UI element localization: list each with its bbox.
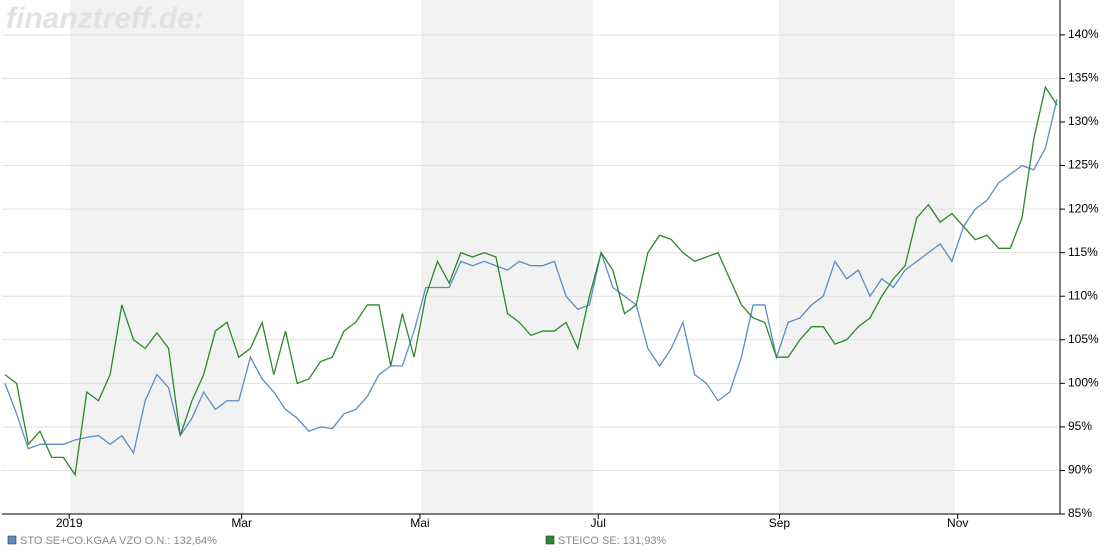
y-tick-label: 115% <box>1068 245 1098 259</box>
y-tick-label: 85% <box>1068 506 1092 520</box>
y-tick-label: 125% <box>1068 158 1099 172</box>
y-tick-label: 100% <box>1068 375 1099 389</box>
watermark: finanztreff.de: <box>6 2 204 35</box>
month-band <box>421 0 593 514</box>
y-tick-label: 140% <box>1068 27 1099 41</box>
x-tick-label: Mar <box>231 516 252 530</box>
x-tick-label: Sep <box>769 516 791 530</box>
x-tick-label: 2019 <box>56 516 83 530</box>
month-band <box>779 0 955 514</box>
x-tick-label: Jul <box>591 516 606 530</box>
y-tick-label: 135% <box>1068 71 1099 85</box>
y-tick-label: 95% <box>1068 419 1092 433</box>
y-tick-label: 105% <box>1068 332 1099 346</box>
month-band <box>70 0 244 514</box>
y-tick-label: 110% <box>1068 288 1098 302</box>
x-tick-label: Mai <box>410 516 429 530</box>
series-line <box>4 85 1058 477</box>
legend-label: STEICO SE: 131,93% <box>558 535 666 547</box>
legend-swatch <box>7 535 17 545</box>
legend-swatch <box>545 535 555 545</box>
y-tick-label: 90% <box>1068 463 1092 477</box>
y-tick-label: 130% <box>1068 114 1099 128</box>
legend-label: STO SE+CO.KGAA VZO O.N.: 132,64% <box>20 535 217 547</box>
y-tick-label: 120% <box>1068 201 1099 215</box>
x-tick-label: Nov <box>947 516 968 530</box>
